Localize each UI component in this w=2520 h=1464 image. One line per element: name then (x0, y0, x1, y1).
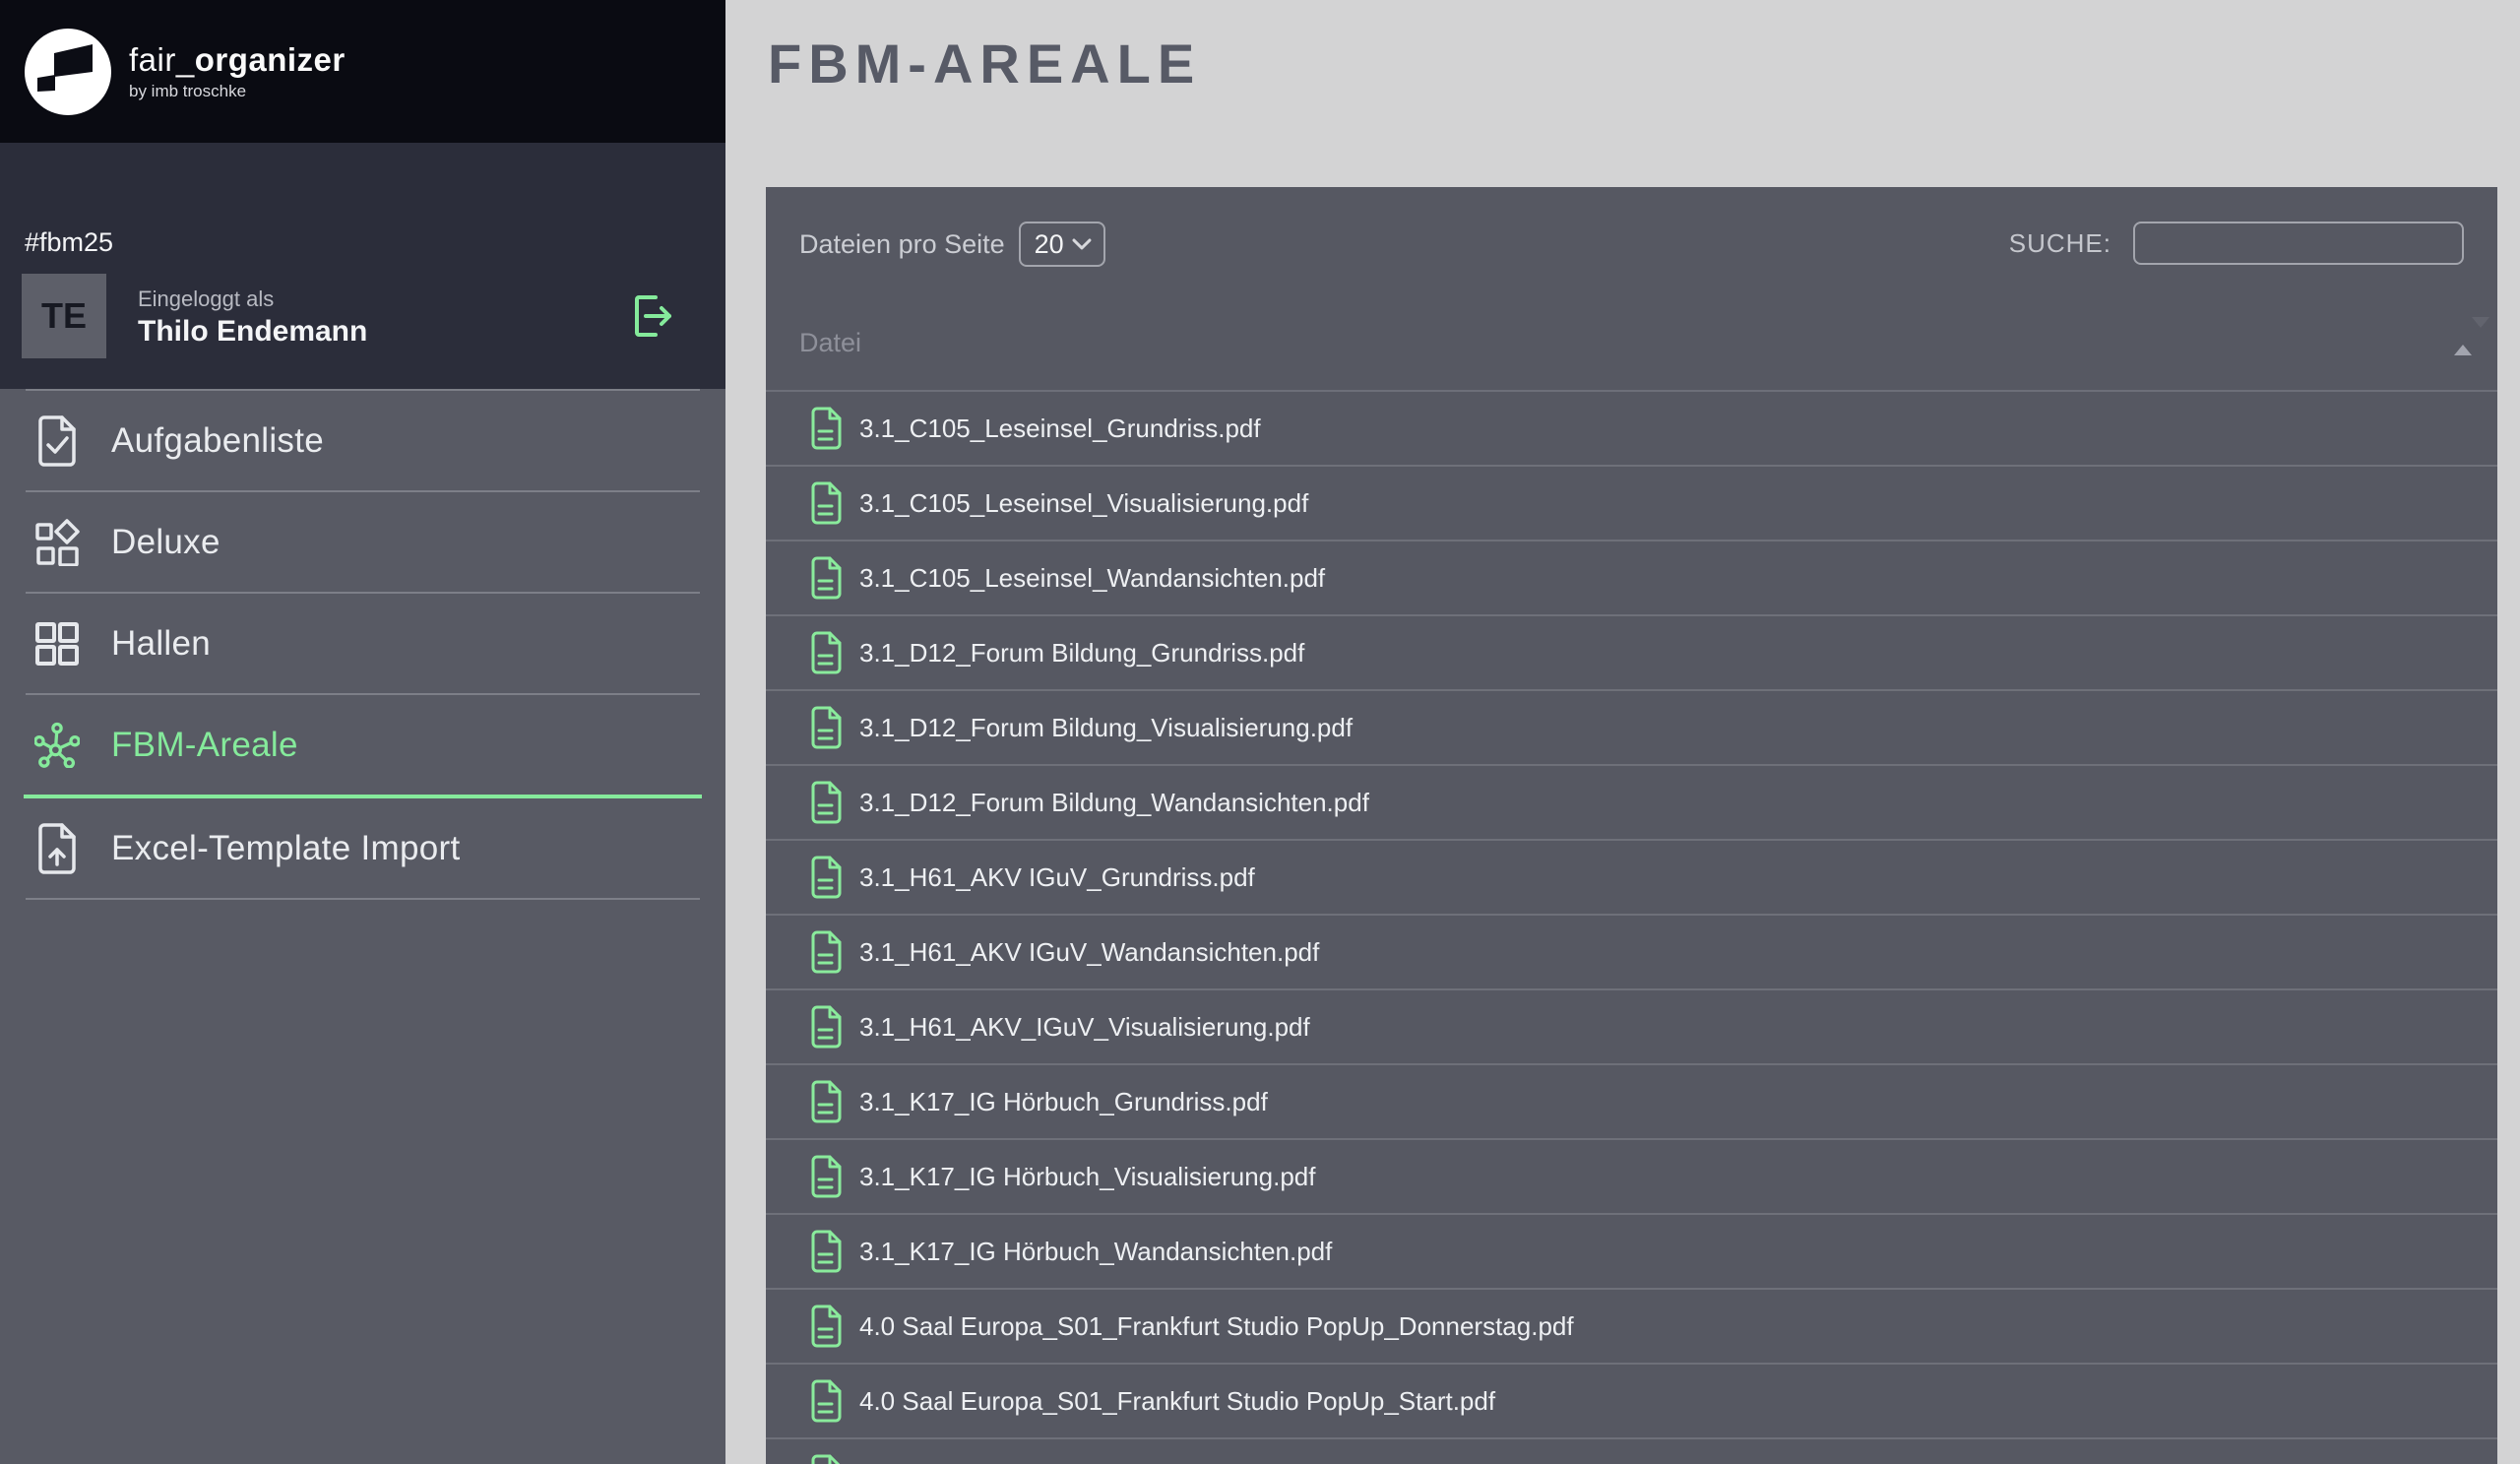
column-header-datei: Datei (799, 327, 862, 357)
sort-up-arrow (2454, 328, 2472, 355)
file-icon (809, 407, 843, 450)
file-icon (809, 706, 843, 749)
file-icon (809, 1454, 843, 1464)
sidebar: fair_organizer by imb troschke #fbm25 TE… (0, 0, 725, 1464)
file-icon (809, 631, 843, 674)
sidebar-item-label: Hallen (111, 623, 212, 663)
files-panel: Dateien pro Seite 20 SUCHE: Datei (766, 187, 2497, 1464)
sort-down-arrow (2472, 317, 2489, 345)
table-row[interactable]: 3.1_C105_Leseinsel_Wandansichten.pdf (766, 541, 2497, 616)
network-icon (34, 719, 80, 772)
file-name: 3.1_H61_AKV IGuV_Wandansichten.pdf (859, 936, 1320, 967)
menu-divider (26, 592, 700, 594)
menu-divider (26, 389, 700, 391)
search-label: SUCHE: (2008, 227, 2111, 258)
table-row[interactable]: 3.1_K17_IG Hörbuch_Visualisierung.pdf (766, 1140, 2497, 1215)
table-controls: Dateien pro Seite 20 SUCHE: (766, 187, 2497, 295)
table-row[interactable] (766, 1439, 2497, 1464)
table-row[interactable]: 3.1_D12_Forum Bildung_Grundriss.pdf (766, 616, 2497, 691)
table-row[interactable]: 3.1_H61_AKV_IGuV_Visualisierung.pdf (766, 990, 2497, 1065)
avatar: TE (22, 274, 106, 358)
halls-grid-icon (34, 617, 80, 670)
file-name: 3.1_K17_IG Hörbuch_Visualisierung.pdf (859, 1161, 1316, 1191)
table-row[interactable]: 3.1_K17_IG Hörbuch_Wandansichten.pdf (766, 1215, 2497, 1290)
logout-icon[interactable] (625, 290, 676, 342)
sidebar-item-aufgabenliste[interactable]: Aufgabenliste (0, 391, 725, 490)
app-title-bold: organizer (194, 41, 346, 78)
table-row[interactable]: 3.1_D12_Forum Bildung_Visualisierung.pdf (766, 691, 2497, 766)
file-icon (809, 556, 843, 600)
file-name: 3.1_H61_AKV_IGuV_Visualisierung.pdf (859, 1011, 1310, 1042)
app-tagline: by imb troschke (129, 82, 247, 100)
table-row[interactable]: 3.1_H61_AKV IGuV_Wandansichten.pdf (766, 916, 2497, 990)
file-icon (809, 1080, 843, 1123)
table-row[interactable]: 3.1_H61_AKV IGuV_Grundriss.pdf (766, 841, 2497, 916)
excel-import-icon (34, 822, 80, 875)
table-header[interactable]: Datei (766, 295, 2497, 392)
file-name: 3.1_D12_Forum Bildung_Grundriss.pdf (859, 637, 1305, 668)
file-icon (809, 481, 843, 525)
file-icon (809, 930, 843, 974)
file-name: 3.1_K17_IG Hörbuch_Wandansichten.pdf (859, 1236, 1333, 1266)
sidebar-item-excel-template-import[interactable]: Excel-Template Import (0, 798, 725, 898)
app-logo-header: fair_organizer by imb troschke (0, 0, 725, 143)
event-tag: #fbm25 (25, 227, 114, 257)
table-row[interactable]: 3.1_C105_Leseinsel_Grundriss.pdf (766, 392, 2497, 467)
menu-divider (26, 490, 700, 492)
app-logo-text: fair_organizer by imb troschke (129, 41, 346, 101)
per-page-value: 20 (1034, 228, 1064, 259)
file-icon (809, 856, 843, 899)
sidebar-item-fbm-areale[interactable]: FBM-Areale (0, 695, 725, 795)
user-section: #fbm25 TE Eingeloggt als Thilo Endemann (0, 143, 725, 389)
file-list: 3.1_C105_Leseinsel_Grundriss.pdf 3.1_C105… (766, 392, 2497, 1464)
user-name: Thilo Endemann (138, 315, 368, 348)
active-item-underline (24, 795, 702, 798)
sidebar-item-label: Excel-Template Import (111, 828, 461, 867)
sidebar-item-label: Aufgabenliste (111, 420, 325, 460)
table-row[interactable]: 3.1_C105_Leseinsel_Visualisierung.pdf (766, 467, 2497, 541)
file-name: 4.0 Saal Europa_S01_Frankfurt Studio Pop… (859, 1385, 1496, 1416)
per-page-select[interactable]: 20 (1018, 222, 1105, 267)
table-row[interactable]: 3.1_K17_IG Hörbuch_Grundriss.pdf (766, 1065, 2497, 1140)
app-title: fair_organizer (129, 41, 346, 79)
app-title-light: fair_ (129, 41, 195, 78)
file-name: 3.1_C105_Leseinsel_Visualisierung.pdf (859, 487, 1309, 518)
file-icon (809, 1155, 843, 1198)
file-name: 4.0 Saal Europa_S01_Frankfurt Studio Pop… (859, 1310, 1574, 1341)
sidebar-item-deluxe[interactable]: Deluxe (0, 492, 725, 592)
table-row[interactable]: 4.0 Saal Europa_S01_Frankfurt Studio Pop… (766, 1365, 2497, 1439)
page-title: FBM-AREALE (768, 32, 1202, 95)
file-name: 3.1_H61_AKV IGuV_Grundriss.pdf (859, 861, 1255, 892)
sidebar-item-hallen[interactable]: Hallen (0, 594, 725, 693)
table-row[interactable]: 4.0 Saal Europa_S01_Frankfurt Studio Pop… (766, 1290, 2497, 1365)
fair-organizer-logo-icon (25, 28, 111, 115)
table-row[interactable]: 3.1_D12_Forum Bildung_Wandansichten.pdf (766, 766, 2497, 841)
per-page-control: Dateien pro Seite 20 (799, 222, 1105, 267)
search-control: SUCHE: (2009, 222, 2464, 265)
file-icon (809, 1379, 843, 1423)
per-page-label: Dateien pro Seite (799, 228, 1005, 259)
sort-ascending-icon[interactable] (2454, 317, 2489, 357)
file-icon (809, 1005, 843, 1049)
search-input[interactable] (2133, 222, 2464, 265)
file-name: 3.1_K17_IG Hörbuch_Grundriss.pdf (859, 1086, 1268, 1116)
file-name: 3.1_D12_Forum Bildung_Wandansichten.pdf (859, 787, 1369, 817)
logged-in-as-label: Eingeloggt als (138, 286, 275, 311)
deluxe-grid-icon (34, 516, 80, 569)
chevron-down-icon (1072, 238, 1092, 249)
menu-divider (26, 693, 700, 695)
file-icon (809, 1305, 843, 1348)
sidebar-item-label: Deluxe (111, 522, 220, 561)
file-name: 3.1_D12_Forum Bildung_Visualisierung.pdf (859, 712, 1354, 742)
main-content: FBM-AREALE Dateien pro Seite 20 SUCHE: (725, 0, 2520, 1464)
file-name: 3.1_C105_Leseinsel_Grundriss.pdf (859, 413, 1261, 443)
sidebar-item-label: FBM-Areale (111, 725, 298, 764)
menu-divider (26, 898, 700, 900)
file-name: 3.1_C105_Leseinsel_Wandansichten.pdf (859, 562, 1326, 593)
file-icon (809, 1230, 843, 1273)
task-list-icon (34, 414, 80, 468)
file-icon (809, 781, 843, 824)
sidebar-menu: Aufgabenliste Deluxe Hallen FBM-Areale Excel… (0, 389, 725, 900)
